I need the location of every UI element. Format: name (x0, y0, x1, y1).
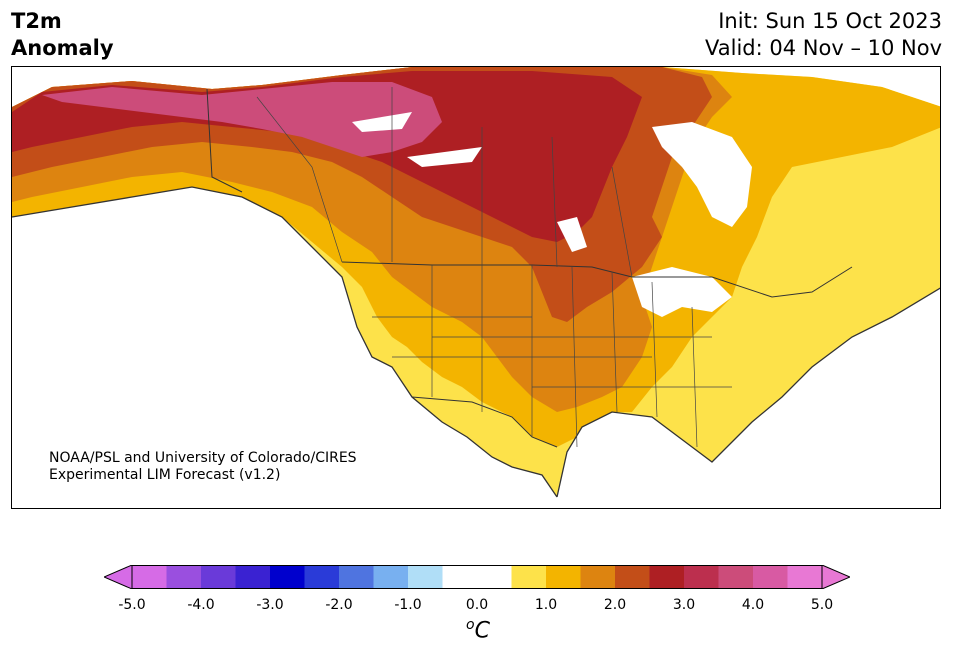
colorbar-swatch (787, 565, 823, 589)
colorbar-frame (131, 565, 823, 589)
init-date: Init: Sun 15 Oct 2023 (718, 9, 942, 33)
colorbar-swatch (649, 565, 685, 589)
lake-patch-3 (557, 217, 587, 252)
colorbar-swatch (753, 565, 788, 589)
colorbar-swatch (270, 565, 305, 589)
colorbar-swatch (201, 565, 236, 589)
colorbar-swatch (408, 565, 443, 589)
forecast-dates: Init: Sun 15 Oct 2023 Valid: 04 Nov – 10… (705, 8, 942, 62)
colorbar-swatch (718, 565, 754, 589)
colorbar-swatch (477, 565, 512, 589)
colorbar-tick-label: 3.0 (672, 597, 696, 613)
colorbar-swatch (442, 565, 478, 589)
colorbar-swatch (511, 565, 547, 589)
valid-date: Valid: 04 Nov – 10 Nov (705, 36, 942, 60)
colorbar-extend-low (102, 564, 133, 590)
unit-label: oC (466, 617, 490, 643)
colorbar-tick-label: -4.0 (187, 597, 215, 613)
southwest-neutral (342, 327, 512, 508)
state-borders (372, 265, 732, 448)
colorbar-swatch (684, 565, 719, 589)
lake-patch-1 (352, 112, 412, 132)
unit-superscript: o (466, 617, 475, 633)
colorbar-swatch (304, 565, 340, 589)
colorbar-swatch (235, 565, 271, 589)
colorbar-swatch (546, 565, 581, 589)
colorbar-swatch (615, 565, 650, 589)
colorbar-tick-label: 1.0 (534, 597, 558, 613)
colorbar-swatch (339, 565, 374, 589)
map-canvas (12, 67, 940, 508)
hudson-bay-ice (652, 122, 752, 227)
colorbar-svg (102, 564, 852, 590)
colorbar-tick-label: 2.0 (603, 597, 627, 613)
credit-line-1: NOAA/PSL and University of Colorado/CIRE… (49, 450, 357, 466)
colorbar-tick-label: 4.0 (741, 597, 765, 613)
colorbar-swatch (132, 565, 167, 589)
alaska-border (206, 88, 243, 193)
colorbar (102, 564, 852, 590)
colorbar-extend-high (821, 564, 852, 590)
colorbar-tick-label: 5.0 (810, 597, 834, 613)
colorbar-swatch (166, 565, 202, 589)
credit-text: NOAA/PSL and University of Colorado/CIRE… (49, 450, 357, 484)
colorbar-tick-label: -3.0 (256, 597, 284, 613)
anomaly-5-6 (42, 82, 442, 157)
province-borders (256, 87, 633, 278)
colorbar-tick-label: -1.0 (394, 597, 422, 613)
us-mexico-border (411, 396, 558, 448)
colorbar-tick-label: 0.0 (465, 597, 489, 613)
colorbar-tick-label: -5.0 (118, 597, 146, 613)
title-line-1: T2m (11, 9, 62, 33)
unit-base: C (474, 618, 490, 644)
colorbar-swatch (373, 565, 409, 589)
anomaly-map (11, 66, 941, 509)
plot-title: T2m Anomaly (11, 8, 114, 62)
credit-line-2: Experimental LIM Forecast (v1.2) (49, 467, 281, 483)
great-lakes (632, 267, 732, 317)
colorbar-tick-label: -2.0 (325, 597, 353, 613)
gulf-of-mexico (557, 412, 692, 508)
colorbar-swatch (580, 565, 616, 589)
pacific-ocean (12, 187, 357, 508)
lake-patch-2 (407, 147, 482, 167)
coastline (12, 186, 940, 498)
title-line-2: Anomaly (11, 36, 114, 60)
